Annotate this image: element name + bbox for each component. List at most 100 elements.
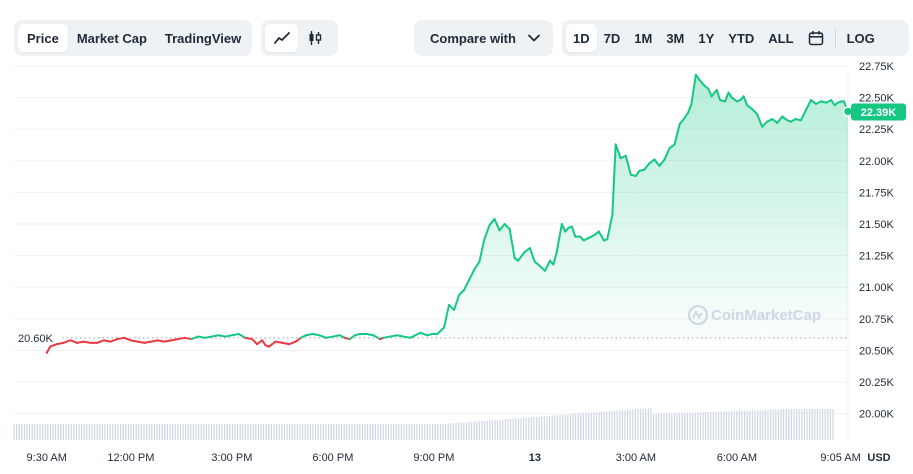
price-line-segment: [606, 214, 614, 241]
candlestick-button[interactable]: [298, 24, 331, 52]
y-tick-label: 21.50K: [859, 219, 895, 231]
price-line-segment: [761, 120, 769, 128]
line-chart-button[interactable]: [265, 24, 298, 52]
range-3m[interactable]: 3M: [666, 30, 685, 46]
log-scale-button[interactable]: LOG: [846, 30, 875, 46]
candlestick-icon: [309, 31, 321, 45]
price-line-segment: [419, 331, 429, 337]
price-line-segment: [543, 259, 552, 272]
range-7d[interactable]: 7D: [603, 30, 621, 46]
x-tick-label: 9:05 AM: [820, 452, 860, 464]
chart-toolbar: Price Market Cap TradingView Compare wit…: [0, 20, 913, 56]
up-area-fill: [437, 74, 848, 338]
y-tick-label: 22.25K: [859, 124, 895, 136]
price-line-segment: [673, 123, 681, 146]
price-line-segment: [742, 95, 748, 107]
price-line-segment: [663, 147, 671, 161]
price-line-segment: [687, 102, 693, 114]
price-line-segment: [678, 116, 686, 126]
range-1d[interactable]: 1D: [566, 24, 597, 52]
price-line-segment: [348, 334, 356, 341]
price-line-segment: [809, 99, 818, 105]
price-chart: 22.75K 22.50K 22.25K 22.00K 21.75K 21.50K 21.2…: [0, 60, 913, 469]
x-tick-label: 3:00 PM: [211, 452, 252, 464]
tab-market-cap[interactable]: Market Cap: [76, 30, 147, 46]
price-line-segment: [143, 340, 153, 344]
price-line-segment: [517, 250, 526, 262]
price-line-segment: [597, 230, 605, 242]
price-line-segment: [458, 288, 466, 296]
price-line-segment: [281, 341, 291, 346]
last-price-badge: [851, 103, 906, 121]
tab-tradingview[interactable]: TradingView: [164, 30, 242, 46]
last-price-label: 22.39K: [861, 107, 897, 119]
price-line-segment: [177, 336, 186, 341]
tab-price[interactable]: Price: [18, 24, 68, 52]
price-line-segment: [493, 217, 501, 232]
range-1m[interactable]: 1M: [634, 30, 653, 46]
price-line-segment: [203, 335, 213, 339]
price-line-segment: [224, 334, 233, 338]
calendar-button[interactable]: [801, 24, 831, 52]
price-line-segment: [453, 293, 461, 311]
y-tick-label: 20.25K: [859, 377, 895, 389]
view-tab-group: Price Market Cap TradingView: [14, 20, 252, 56]
price-line-segment: [483, 224, 491, 241]
price-line-segment: [570, 225, 577, 238]
toolbar-divider: [834, 28, 836, 48]
compare-dropdown[interactable]: Compare with: [414, 20, 553, 56]
price-line-segment: [156, 339, 166, 343]
x-tick-label: 13: [529, 452, 541, 464]
range-1y[interactable]: 1Y: [698, 30, 715, 46]
price-line-segment: [372, 334, 382, 341]
price-line-segment: [537, 263, 546, 272]
price-line-segment: [294, 336, 302, 343]
x-tick-label: 6:00 AM: [717, 452, 757, 464]
price-line-segment: [756, 113, 764, 128]
price-line-segment: [730, 96, 738, 103]
coinmarketcap-logo-icon: [687, 304, 709, 326]
price-line-segment: [560, 223, 567, 233]
y-tick-label: 22.00K: [859, 156, 895, 168]
y-tick-label: 22.50K: [859, 93, 895, 105]
price-line-segment: [552, 250, 558, 266]
price-line-segment: [776, 115, 784, 124]
price-line-segment: [463, 278, 471, 291]
y-tick-label: 21.75K: [859, 187, 895, 199]
price-line-segment: [555, 223, 563, 253]
price-line-segment: [498, 223, 506, 232]
price-line-segment: [683, 111, 690, 119]
y-tick-label: 20.00K: [859, 409, 895, 421]
price-line-segment: [830, 99, 836, 107]
y-tick-label: 21.25K: [859, 251, 895, 263]
currency-label: USD: [867, 452, 890, 464]
price-line-segment: [715, 88, 722, 102]
range-ytd[interactable]: YTD: [728, 30, 755, 46]
price-line-segment: [261, 339, 267, 347]
price-line-segment: [256, 339, 264, 346]
price-line-segment: [842, 100, 848, 109]
watermark-text: CoinMarketCap: [711, 307, 821, 324]
x-tick-label: 6:00 PM: [312, 452, 353, 464]
price-line-segment: [150, 339, 159, 343]
price-line-segment: [624, 154, 632, 176]
price-line-segment: [45, 345, 52, 354]
range-all[interactable]: ALL: [768, 30, 794, 46]
price-line-segment: [251, 338, 259, 346]
price-line-segment: [634, 169, 641, 177]
price-chart-svg[interactable]: 22.75K 22.50K 22.25K 22.00K 21.75K 21.50K 21.2…: [0, 60, 913, 469]
x-tick-label: 3:00 AM: [616, 452, 656, 464]
price-line-segment: [49, 343, 58, 348]
price-line-segment: [163, 339, 173, 343]
price-line-segment: [190, 335, 200, 341]
y-tick-label: 21.00K: [859, 282, 895, 294]
price-line-segment: [771, 118, 779, 124]
price-line-segment: [488, 217, 496, 227]
price-line-segment: [611, 143, 617, 217]
price-line-segment: [442, 303, 451, 329]
price-line-segment: [102, 339, 112, 343]
price-line-segment: [365, 333, 375, 337]
compare-label: Compare with: [430, 30, 516, 46]
price-line-segment: [694, 73, 702, 83]
price-line-segment: [311, 333, 321, 337]
